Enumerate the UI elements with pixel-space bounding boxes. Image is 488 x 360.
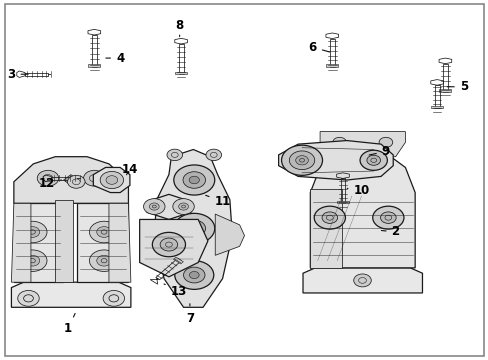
Circle shape xyxy=(289,151,314,170)
Circle shape xyxy=(160,238,177,251)
Circle shape xyxy=(25,226,40,237)
Circle shape xyxy=(166,149,182,161)
Polygon shape xyxy=(11,282,131,307)
Text: 4: 4 xyxy=(105,51,124,64)
Circle shape xyxy=(18,221,47,243)
Circle shape xyxy=(67,175,85,188)
Circle shape xyxy=(18,250,47,271)
Circle shape xyxy=(378,137,392,147)
Text: 11: 11 xyxy=(205,195,230,208)
Polygon shape xyxy=(55,200,73,282)
Polygon shape xyxy=(77,203,128,282)
Circle shape xyxy=(205,149,221,161)
Polygon shape xyxy=(88,64,100,67)
Circle shape xyxy=(97,255,111,266)
Polygon shape xyxy=(303,268,422,293)
Polygon shape xyxy=(154,149,232,307)
Circle shape xyxy=(372,206,403,229)
Circle shape xyxy=(189,271,199,279)
Circle shape xyxy=(189,225,199,232)
Circle shape xyxy=(314,206,345,229)
Circle shape xyxy=(359,150,386,170)
Polygon shape xyxy=(215,214,244,255)
Text: 10: 10 xyxy=(346,184,369,197)
Circle shape xyxy=(332,137,346,147)
Circle shape xyxy=(281,145,322,175)
Text: 5: 5 xyxy=(447,80,467,93)
Text: 3: 3 xyxy=(7,68,28,81)
Polygon shape xyxy=(63,175,78,185)
Polygon shape xyxy=(173,257,183,264)
Polygon shape xyxy=(140,220,207,277)
Circle shape xyxy=(106,176,118,184)
Polygon shape xyxy=(336,201,348,203)
Text: 6: 6 xyxy=(308,41,329,54)
Circle shape xyxy=(103,291,124,306)
Circle shape xyxy=(172,199,194,215)
Circle shape xyxy=(173,165,214,195)
Polygon shape xyxy=(310,189,341,268)
Circle shape xyxy=(322,212,337,224)
Circle shape xyxy=(295,156,308,165)
Circle shape xyxy=(380,212,395,224)
Circle shape xyxy=(174,261,213,289)
Circle shape xyxy=(89,250,119,271)
Circle shape xyxy=(189,176,199,184)
Polygon shape xyxy=(93,167,130,193)
Text: 8: 8 xyxy=(175,19,183,37)
Circle shape xyxy=(37,170,59,186)
Polygon shape xyxy=(175,72,187,74)
Polygon shape xyxy=(310,153,414,268)
Polygon shape xyxy=(11,203,31,282)
Text: 7: 7 xyxy=(185,304,194,325)
Circle shape xyxy=(173,213,214,243)
Polygon shape xyxy=(14,203,62,282)
Polygon shape xyxy=(430,105,442,108)
Circle shape xyxy=(183,220,205,237)
Circle shape xyxy=(18,291,39,306)
Polygon shape xyxy=(325,64,338,67)
Text: 12: 12 xyxy=(39,177,61,190)
Circle shape xyxy=(149,203,159,210)
Text: 9: 9 xyxy=(368,145,389,158)
Circle shape xyxy=(152,232,185,257)
Circle shape xyxy=(143,199,164,215)
Circle shape xyxy=(183,172,205,188)
Text: 1: 1 xyxy=(64,314,75,335)
Text: 13: 13 xyxy=(163,284,186,298)
Circle shape xyxy=(353,274,370,287)
Polygon shape xyxy=(278,140,392,180)
Polygon shape xyxy=(147,194,190,220)
Circle shape xyxy=(100,171,123,189)
Polygon shape xyxy=(14,157,128,203)
Polygon shape xyxy=(320,132,405,157)
Circle shape xyxy=(25,255,40,266)
Circle shape xyxy=(366,155,380,165)
Circle shape xyxy=(97,226,111,237)
Circle shape xyxy=(89,221,119,243)
Text: 14: 14 xyxy=(122,163,138,176)
Polygon shape xyxy=(438,89,450,92)
Circle shape xyxy=(178,203,188,210)
Polygon shape xyxy=(109,203,131,282)
Text: 2: 2 xyxy=(381,225,399,238)
Circle shape xyxy=(183,267,204,283)
Circle shape xyxy=(83,170,105,186)
